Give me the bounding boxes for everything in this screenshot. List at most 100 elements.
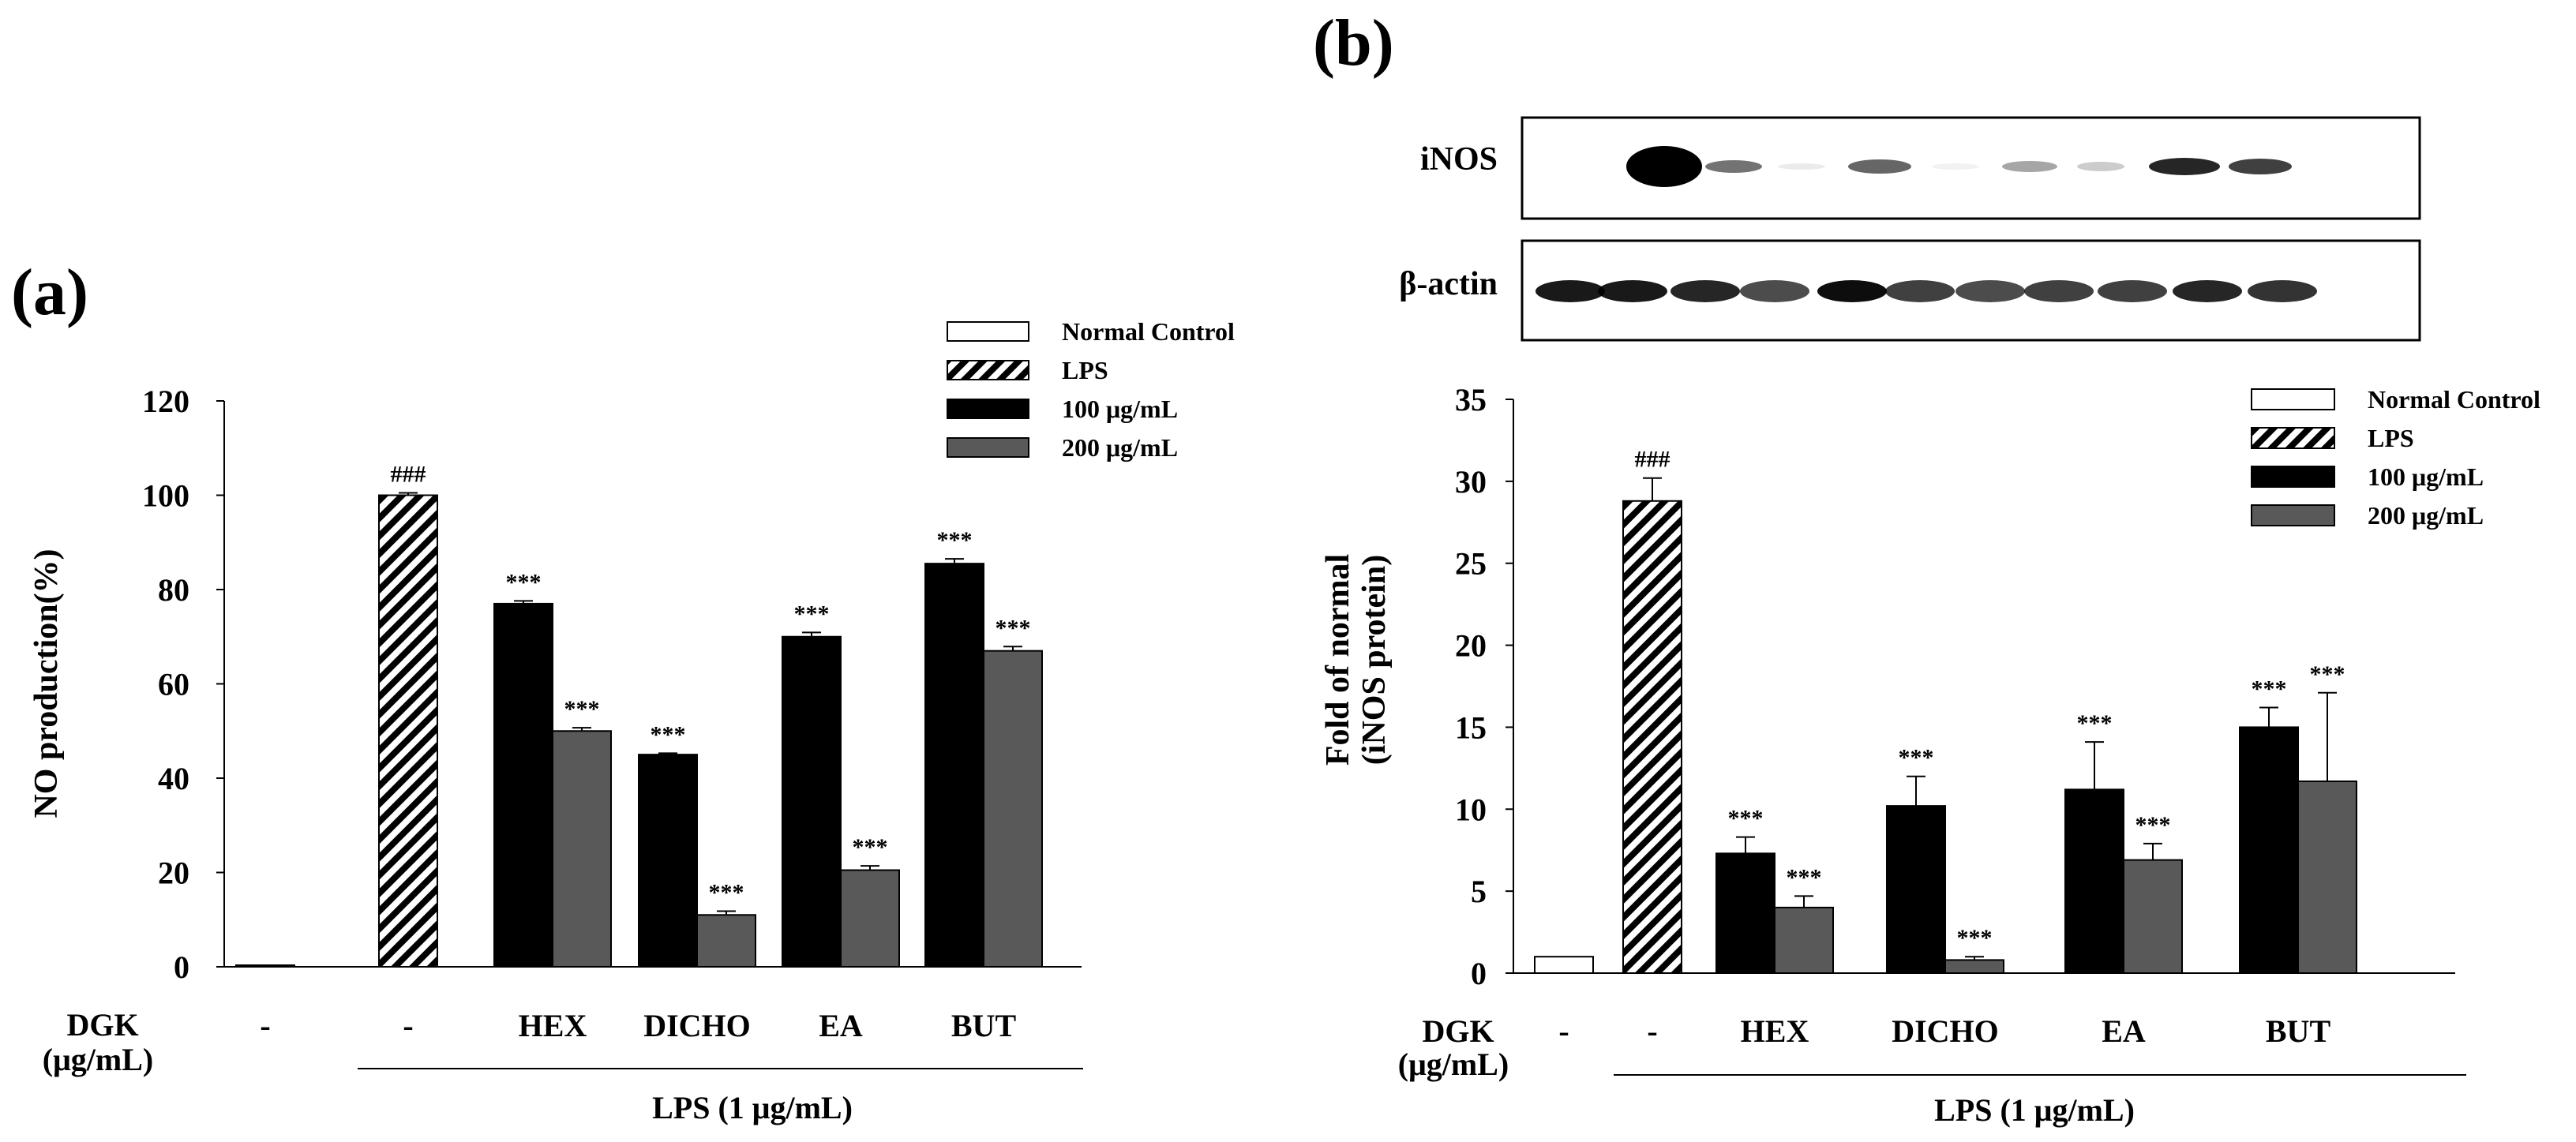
bar-100-g-ml	[493, 602, 553, 968]
legend-swatch	[947, 321, 1029, 342]
category-label: -	[1558, 1013, 1569, 1049]
category-label: BUT	[951, 1008, 1017, 1043]
category-label: -	[403, 1008, 413, 1043]
actin-band	[2173, 280, 2242, 302]
significance-label: ***	[1899, 745, 1934, 771]
y-tick-label: 100	[142, 478, 189, 514]
y-tick-label: 20	[1455, 628, 1487, 664]
bar-100-g-ml	[638, 754, 698, 968]
panel-a-label: (a)	[11, 256, 88, 329]
chart-b: 0 5 10 15 20 25 30 35 Fold of normal (iNOS protei…	[1320, 382, 2540, 1128]
category-label: -	[260, 1008, 270, 1043]
bar-100-g-ml	[1886, 805, 1946, 974]
actin-band	[2098, 280, 2167, 302]
legend-swatch	[2251, 388, 2335, 410]
inos-band	[2229, 159, 2292, 174]
category-label: EA	[819, 1008, 863, 1043]
significance-label: ***	[2252, 676, 2287, 702]
bar-100-g-ml	[2239, 726, 2299, 975]
legend-label: LPS	[1062, 356, 1108, 384]
significance-label: ***	[1957, 925, 1993, 951]
category-label: DICHO	[1892, 1013, 1999, 1049]
inos-band	[1705, 160, 1762, 173]
actin-band	[1817, 280, 1887, 302]
y-tick-label: 80	[158, 572, 189, 608]
significance-label: ***	[1728, 806, 1764, 832]
bar-200-g-ml	[2123, 859, 2183, 974]
legend-label: 100 μg/mL	[1062, 395, 1178, 423]
actin-band	[1740, 280, 1809, 302]
y-tick-label: 30	[1455, 464, 1487, 500]
y-axis-label: NO production(%)	[28, 549, 65, 818]
western-blot: iNOS β-actin	[1399, 116, 2421, 342]
bar-100-g-ml	[924, 563, 984, 968]
legend-swatch	[947, 437, 1029, 458]
significance-label: ***	[937, 527, 973, 553]
bar-200-g-ml	[840, 869, 900, 968]
row-label-unit: (μg/mL)	[1398, 1047, 1509, 1082]
y-axis-label: (iNOS protein)	[1356, 555, 1393, 765]
significance-label: ***	[2077, 710, 2113, 736]
y-tick-label: 0	[174, 949, 189, 985]
category-label: HEX	[519, 1008, 587, 1043]
category-label: HEX	[1741, 1013, 1809, 1049]
legend-swatch	[2251, 427, 2335, 449]
bar-200-g-ml	[983, 650, 1043, 968]
legend-label: LPS	[2368, 424, 2414, 452]
category-label: -	[1647, 1013, 1657, 1049]
y-tick-label: 40	[158, 761, 189, 796]
significance-label: ***	[1787, 864, 1822, 890]
significance-label: ***	[2310, 661, 2345, 687]
legend-swatch	[947, 399, 1029, 419]
chart-a: 0 20 40 60 80 100 120 NO production(%) ### *** ***…	[28, 317, 1235, 1125]
significance-label: ***	[564, 696, 600, 722]
y-tick-label: 35	[1455, 382, 1487, 417]
bar-200-g-ml	[2297, 780, 2357, 975]
actin-band	[1598, 280, 1667, 302]
row-label-dgk: DGK	[1422, 1013, 1494, 1049]
significance-label: ***	[2135, 812, 2171, 838]
y-axis-label: Fold of normal	[1320, 554, 1356, 766]
legend-swatch	[2251, 466, 2335, 488]
inos-band	[2002, 161, 2057, 172]
significance-label: ***	[506, 569, 542, 595]
significance-label: ***	[996, 615, 1031, 641]
actin-band	[2248, 280, 2317, 302]
y-tick-label: 5	[1471, 874, 1487, 909]
legend-swatch	[947, 360, 1029, 380]
significance-label: ***	[794, 601, 830, 627]
blot-label-inos: iNOS	[1420, 141, 1498, 178]
significance-label: ###	[391, 462, 426, 488]
bar-normal-control	[235, 964, 295, 968]
bar-200-g-ml	[552, 730, 612, 968]
actin-band	[1955, 280, 2025, 302]
bar-200-g-ml	[696, 914, 756, 968]
category-label: EA	[2102, 1013, 2146, 1049]
row-label-dgk: DGK	[66, 1007, 138, 1043]
inos-band	[1626, 146, 1702, 187]
legend-label: 200 μg/mL	[2368, 501, 2484, 530]
panel-b-label: (b)	[1313, 6, 1394, 80]
actin-band	[2024, 280, 2094, 302]
bar-lps	[378, 494, 438, 968]
y-tick-label: 60	[158, 667, 189, 702]
inos-band	[1778, 163, 1825, 170]
legend-label: Normal Control	[2368, 385, 2540, 414]
bar-200-g-ml	[1774, 906, 1834, 975]
bar-normal-control	[1534, 956, 1594, 974]
y-tick-label: 120	[142, 384, 189, 419]
inos-band	[1848, 159, 1911, 174]
legend-swatch	[2251, 504, 2335, 526]
category-label: BUT	[2266, 1013, 2331, 1049]
actin-band	[1535, 280, 1605, 302]
actin-band	[1670, 280, 1740, 302]
legend-label: 100 μg/mL	[2368, 462, 2484, 491]
bar-100-g-ml	[782, 635, 842, 968]
blot-label-actin: β-actin	[1399, 266, 1498, 302]
category-label: DICHO	[643, 1008, 751, 1043]
actin-band	[1885, 280, 1955, 302]
y-tick-label: 15	[1455, 710, 1487, 745]
inos-band	[1932, 163, 1979, 170]
row-label-unit: (μg/mL)	[43, 1042, 153, 1077]
